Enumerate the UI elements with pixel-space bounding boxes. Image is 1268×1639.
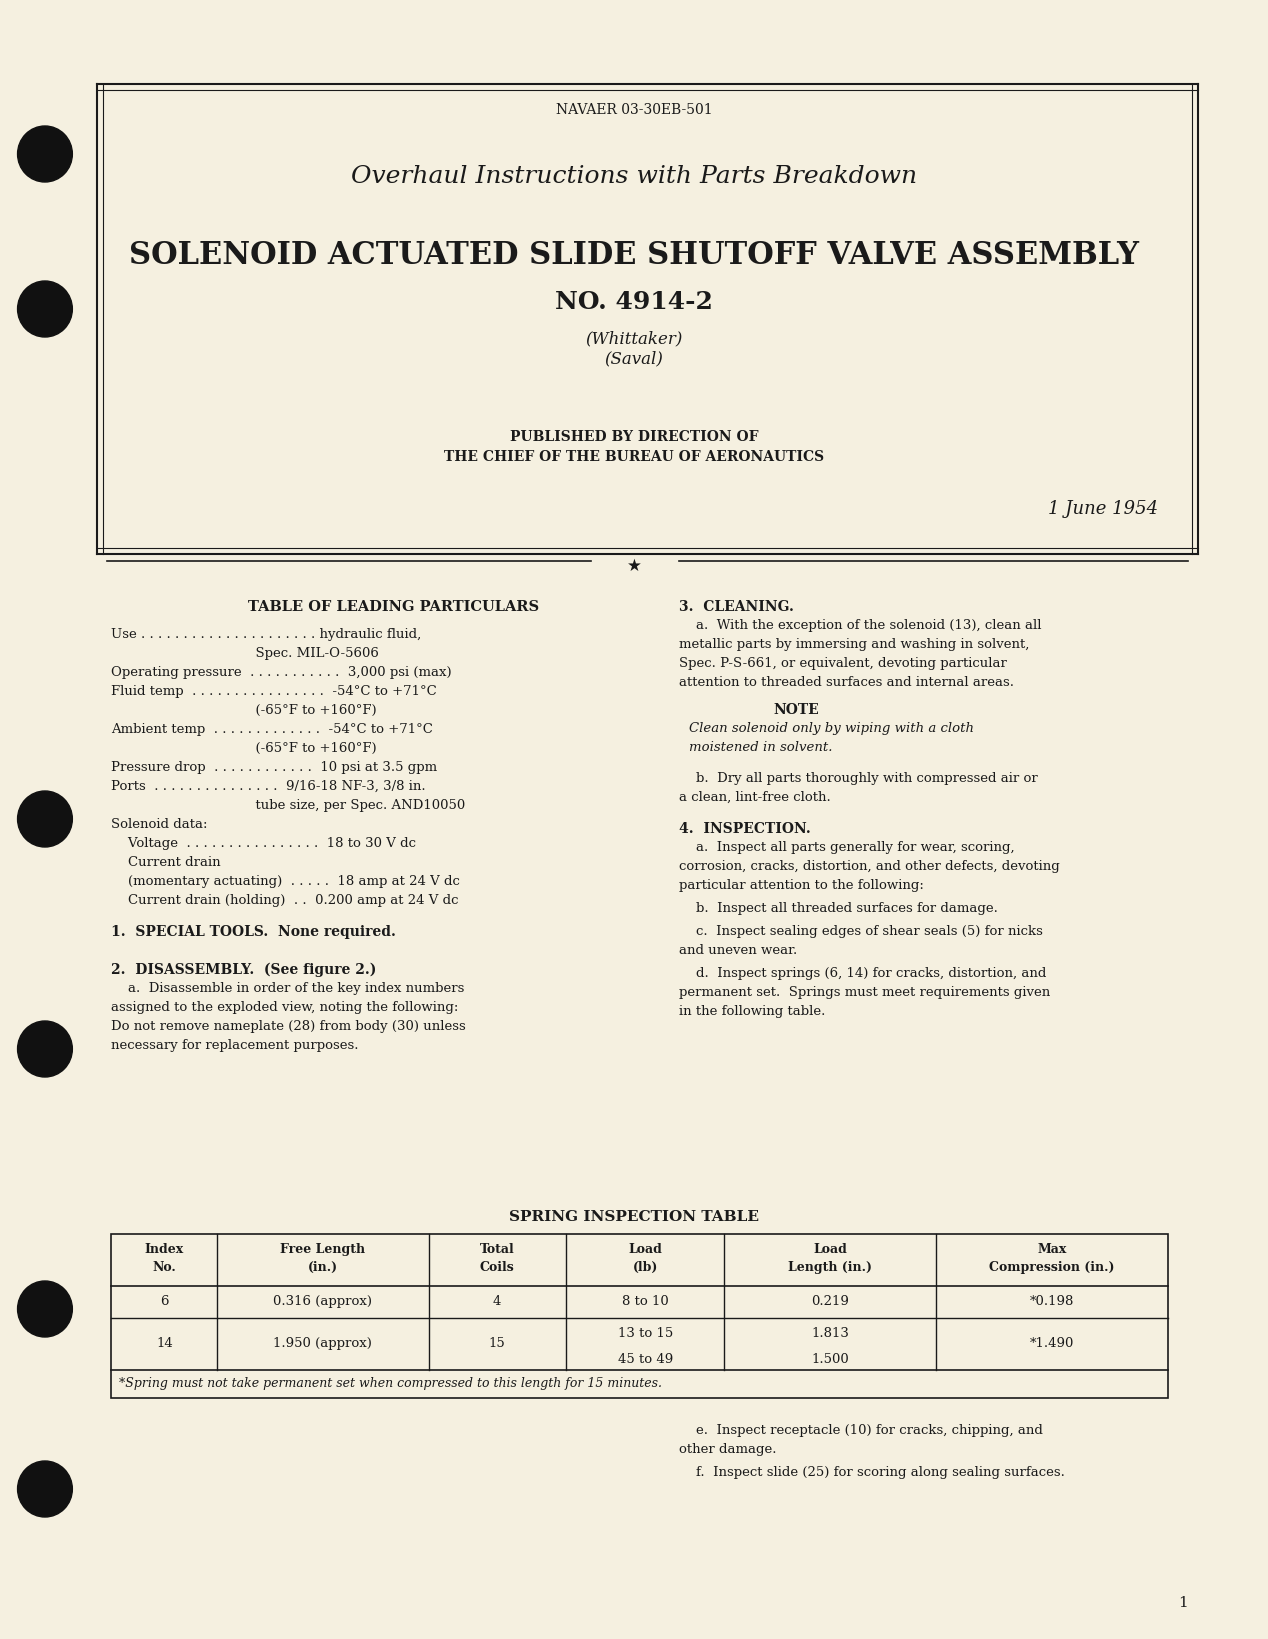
Text: in the following table.: in the following table. <box>678 1005 825 1018</box>
Text: Length (in.): Length (in.) <box>789 1260 872 1274</box>
Circle shape <box>18 792 72 847</box>
Text: (in.): (in.) <box>308 1260 337 1274</box>
Text: 1.950 (approx): 1.950 (approx) <box>274 1336 373 1349</box>
Text: 6: 6 <box>160 1295 169 1308</box>
Text: attention to threaded surfaces and internal areas.: attention to threaded surfaces and inter… <box>678 675 1014 688</box>
Text: 4: 4 <box>493 1295 501 1308</box>
Text: a.  Inspect all parts generally for wear, scoring,: a. Inspect all parts generally for wear,… <box>678 841 1014 854</box>
Text: THE CHIEF OF THE BUREAU OF AERONAUTICS: THE CHIEF OF THE BUREAU OF AERONAUTICS <box>444 449 824 464</box>
Text: (Whittaker): (Whittaker) <box>586 329 682 347</box>
Text: Load: Load <box>813 1242 847 1255</box>
Text: SPRING INSPECTION TABLE: SPRING INSPECTION TABLE <box>508 1210 760 1223</box>
Text: (Saval): (Saval) <box>605 349 663 367</box>
Text: NO. 4914-2: NO. 4914-2 <box>555 290 713 313</box>
Text: Spec. MIL-O-5606: Spec. MIL-O-5606 <box>112 647 379 659</box>
Text: Current drain: Current drain <box>112 856 221 869</box>
Text: *0.198: *0.198 <box>1030 1295 1074 1308</box>
Text: a.  With the exception of the solenoid (13), clean all: a. With the exception of the solenoid (1… <box>678 618 1041 631</box>
Text: Overhaul Instructions with Parts Breakdown: Overhaul Instructions with Parts Breakdo… <box>351 166 917 188</box>
Text: Load: Load <box>628 1242 662 1255</box>
Circle shape <box>18 1282 72 1337</box>
Text: Current drain (holding)  . .  0.200 amp at 24 V dc: Current drain (holding) . . 0.200 amp at… <box>112 893 459 906</box>
Text: metallic parts by immersing and washing in solvent,: metallic parts by immersing and washing … <box>678 638 1030 651</box>
Text: 1 June 1954: 1 June 1954 <box>1049 500 1159 518</box>
Text: f.  Inspect slide (25) for scoring along sealing surfaces.: f. Inspect slide (25) for scoring along … <box>678 1465 1065 1478</box>
Text: (-65°F to +160°F): (-65°F to +160°F) <box>112 703 377 716</box>
Text: 45 to 49: 45 to 49 <box>618 1352 673 1365</box>
Text: d.  Inspect springs (6, 14) for cracks, distortion, and: d. Inspect springs (6, 14) for cracks, d… <box>678 967 1046 980</box>
Text: Solenoid data:: Solenoid data: <box>112 818 208 831</box>
Text: NAVAER 03-30EB-501: NAVAER 03-30EB-501 <box>555 103 713 116</box>
Text: 14: 14 <box>156 1336 172 1349</box>
Text: c.  Inspect sealing edges of shear seals (5) for nicks: c. Inspect sealing edges of shear seals … <box>678 924 1042 938</box>
Text: *1.490: *1.490 <box>1030 1336 1074 1349</box>
Circle shape <box>18 1021 72 1077</box>
Text: Compression (in.): Compression (in.) <box>989 1260 1115 1274</box>
Text: assigned to the exploded view, noting the following:: assigned to the exploded view, noting th… <box>112 1000 459 1013</box>
Text: Clean solenoid only by wiping with a cloth: Clean solenoid only by wiping with a clo… <box>689 721 974 734</box>
Text: 4.  INSPECTION.: 4. INSPECTION. <box>678 821 810 836</box>
Text: corrosion, cracks, distortion, and other defects, devoting: corrosion, cracks, distortion, and other… <box>678 859 1060 872</box>
Text: Index: Index <box>145 1242 184 1255</box>
Text: and uneven wear.: and uneven wear. <box>678 944 798 957</box>
Text: Operating pressure  . . . . . . . . . . .  3,000 psi (max): Operating pressure . . . . . . . . . . .… <box>112 665 453 679</box>
Text: TABLE OF LEADING PARTICULARS: TABLE OF LEADING PARTICULARS <box>249 600 540 613</box>
Text: Fluid temp  . . . . . . . . . . . . . . . .  -54°C to +71°C: Fluid temp . . . . . . . . . . . . . . .… <box>112 685 437 698</box>
Text: a.  Disassemble in order of the key index numbers: a. Disassemble in order of the key index… <box>112 982 465 995</box>
Text: 1.813: 1.813 <box>812 1326 850 1339</box>
Text: ★: ★ <box>626 557 642 575</box>
Text: NOTE: NOTE <box>773 703 819 716</box>
Text: Total: Total <box>479 1242 515 1255</box>
Text: moistened in solvent.: moistened in solvent. <box>689 741 832 754</box>
Circle shape <box>18 282 72 338</box>
Text: 2.  DISASSEMBLY.  (See figure 2.): 2. DISASSEMBLY. (See figure 2.) <box>112 962 377 977</box>
Text: other damage.: other damage. <box>678 1442 776 1455</box>
Text: 1.500: 1.500 <box>812 1352 850 1365</box>
Text: Max: Max <box>1037 1242 1066 1255</box>
Text: Do not remove nameplate (28) from body (30) unless: Do not remove nameplate (28) from body (… <box>112 1019 467 1033</box>
Text: (lb): (lb) <box>633 1260 658 1274</box>
Text: Free Length: Free Length <box>280 1242 365 1255</box>
Text: Spec. P-S-661, or equivalent, devoting particular: Spec. P-S-661, or equivalent, devoting p… <box>678 657 1007 670</box>
Text: 8 to 10: 8 to 10 <box>621 1295 668 1308</box>
Text: e.  Inspect receptacle (10) for cracks, chipping, and: e. Inspect receptacle (10) for cracks, c… <box>678 1423 1042 1436</box>
Text: 15: 15 <box>489 1336 506 1349</box>
Text: SOLENOID ACTUATED SLIDE SHUTOFF VALVE ASSEMBLY: SOLENOID ACTUATED SLIDE SHUTOFF VALVE AS… <box>129 239 1139 270</box>
Text: PUBLISHED BY DIRECTION OF: PUBLISHED BY DIRECTION OF <box>510 429 758 444</box>
Text: No.: No. <box>152 1260 176 1274</box>
Circle shape <box>18 126 72 184</box>
Text: permanent set.  Springs must meet requirements given: permanent set. Springs must meet require… <box>678 985 1050 998</box>
Text: Pressure drop  . . . . . . . . . . . .  10 psi at 3.5 gpm: Pressure drop . . . . . . . . . . . . 10… <box>112 760 437 774</box>
Text: *Spring must not take permanent set when compressed to this length for 15 minute: *Spring must not take permanent set when… <box>119 1377 662 1390</box>
Text: 13 to 15: 13 to 15 <box>618 1326 673 1339</box>
Text: Voltage  . . . . . . . . . . . . . . . .  18 to 30 V dc: Voltage . . . . . . . . . . . . . . . . … <box>112 836 416 849</box>
Text: 0.316 (approx): 0.316 (approx) <box>274 1295 373 1308</box>
Text: Ambient temp  . . . . . . . . . . . . .  -54°C to +71°C: Ambient temp . . . . . . . . . . . . . -… <box>112 723 434 736</box>
Bar <box>112 1234 1168 1398</box>
Text: 1.  SPECIAL TOOLS.  None required.: 1. SPECIAL TOOLS. None required. <box>112 924 397 939</box>
Text: (momentary actuating)  . . . . .  18 amp at 24 V dc: (momentary actuating) . . . . . 18 amp a… <box>112 875 460 887</box>
Text: tube size, per Spec. AND10050: tube size, per Spec. AND10050 <box>112 798 465 811</box>
Text: (-65°F to +160°F): (-65°F to +160°F) <box>112 741 377 754</box>
Text: particular attention to the following:: particular attention to the following: <box>678 879 924 892</box>
Text: Ports  . . . . . . . . . . . . . . .  9/16-18 NF-3, 3/8 in.: Ports . . . . . . . . . . . . . . . 9/16… <box>112 780 426 793</box>
Text: Use . . . . . . . . . . . . . . . . . . . . . hydraulic fluid,: Use . . . . . . . . . . . . . . . . . . … <box>112 628 422 641</box>
Text: Coils: Coils <box>479 1260 515 1274</box>
Text: 1: 1 <box>1178 1595 1188 1609</box>
Text: necessary for replacement purposes.: necessary for replacement purposes. <box>112 1039 359 1051</box>
Text: 0.219: 0.219 <box>812 1295 850 1308</box>
Text: b.  Inspect all threaded surfaces for damage.: b. Inspect all threaded surfaces for dam… <box>678 901 998 915</box>
Circle shape <box>18 1460 72 1518</box>
Text: 3.  CLEANING.: 3. CLEANING. <box>678 600 794 613</box>
Text: a clean, lint-free cloth.: a clean, lint-free cloth. <box>678 790 831 803</box>
Text: b.  Dry all parts thoroughly with compressed air or: b. Dry all parts thoroughly with compres… <box>678 772 1037 785</box>
